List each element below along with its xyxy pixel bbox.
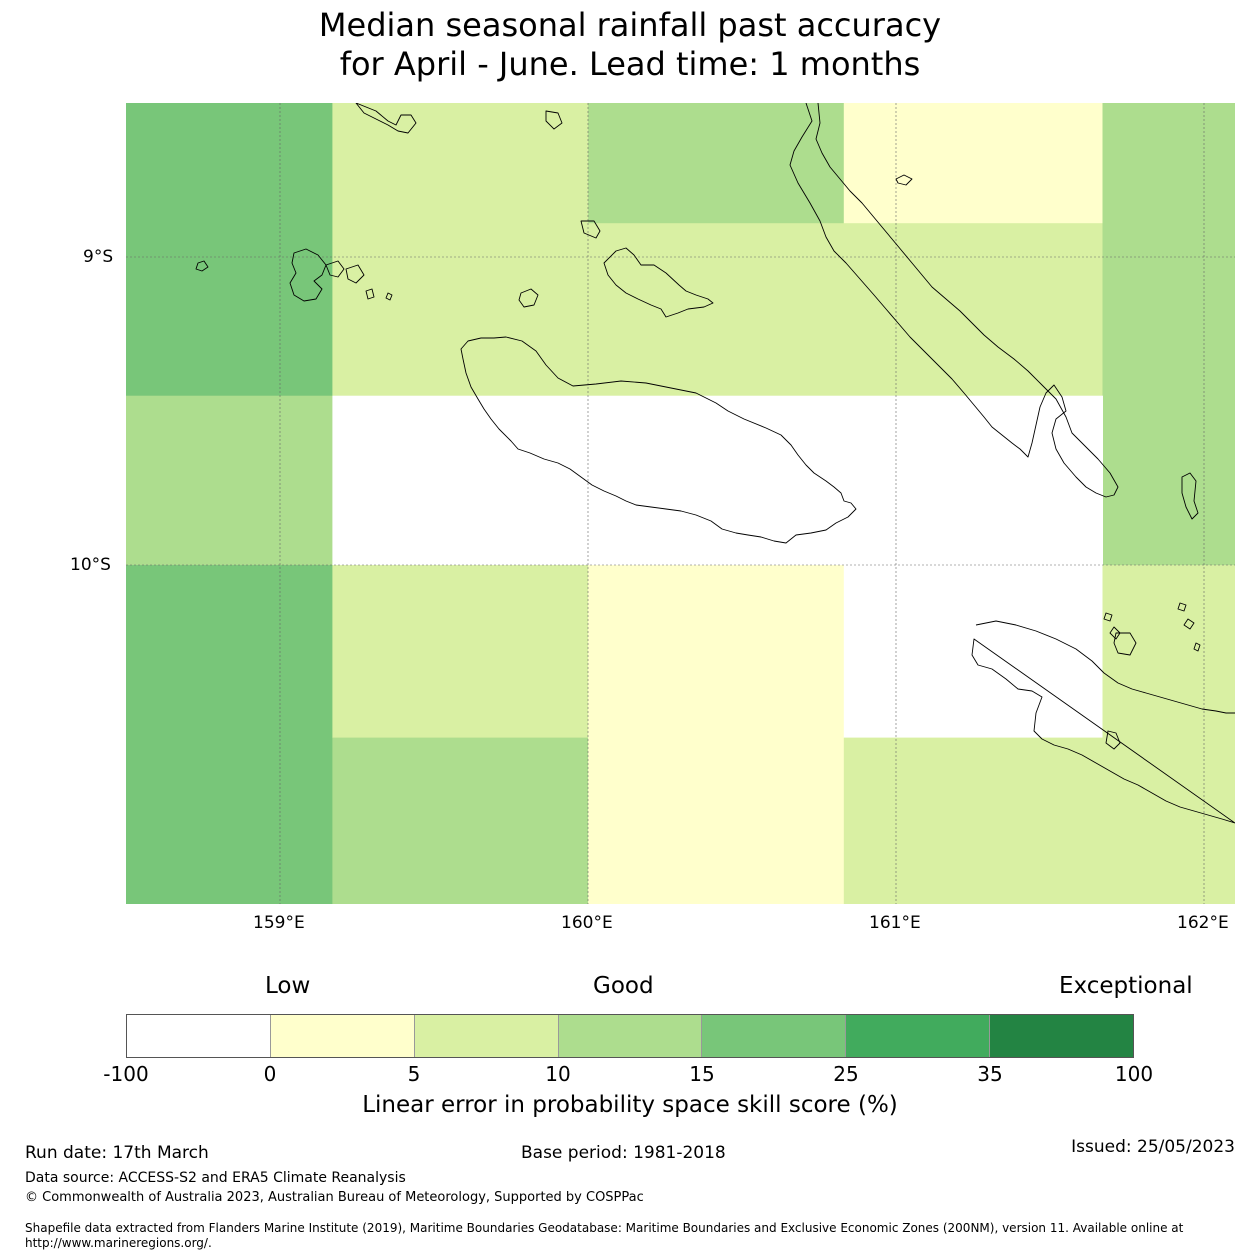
skill-cell [332,395,1103,566]
coastline-malaita [789,103,1119,498]
skill-cell [332,565,589,739]
colorbar-swatch [127,1015,270,1057]
lon-label-161e: 161°E [869,913,921,933]
lat-label-10s: 10°S [70,555,111,575]
data-source: Data source: ACCESS-S2 and ERA5 Climate … [25,1170,406,1186]
skill-cells [126,103,1235,904]
skill-cell [332,737,589,904]
colorbar-heading-low: Low [265,973,311,999]
map-panel [126,103,1235,904]
skill-cell [332,103,589,397]
colorbar-tick: 0 [263,1062,277,1086]
colorbar-tick: 5 [407,1062,421,1086]
colorbar-swatch [269,1015,414,1057]
colorbar-swatch [701,1015,846,1057]
colorbar-swatch [557,1015,702,1057]
run-date: Run date: 17th March [25,1143,209,1163]
lon-label-160e: 160°E [561,913,613,933]
colorbar-tick: -100 [103,1062,149,1086]
skill-cell [588,103,845,224]
skill-cell [126,395,333,566]
colorbar-heading-exceptional: Exceptional [1059,973,1193,999]
skill-cell [588,223,1104,397]
shapefile-credit-line-1: Shapefile data extracted from Flanders M… [25,1221,1184,1235]
lon-label-162e: 162°E [1177,913,1229,933]
colorbar-tick: 15 [689,1062,715,1086]
colorbar [126,1014,1134,1058]
shapefile-credit-line-2[interactable]: http://www.marineregions.org/. [25,1236,212,1250]
skill-cell [1102,565,1235,904]
colorbar-label: Linear error in probability space skill … [362,1092,898,1118]
colorbar-swatch [413,1015,558,1057]
colorbar-tick: 35 [977,1062,1003,1086]
skill-cell [843,737,1104,904]
lat-label-9s: 9°S [83,247,114,267]
skill-cell [588,565,845,904]
colorbar-heading-good: Good [593,973,654,999]
lon-label-159e: 159°E [253,913,305,933]
base-period: Base period: 1981-2018 [521,1143,726,1163]
colorbar-tick: 100 [1114,1062,1154,1086]
skill-cell [843,565,1104,739]
graticule [126,103,1235,904]
coastlines [195,103,1235,824]
skill-cell [843,103,1104,224]
copyright: © Commonwealth of Australia 2023, Austra… [25,1190,644,1205]
map-title-line-2: for April - June. Lead time: 1 months [339,45,921,83]
colorbar-tick: 25 [833,1062,859,1086]
skill-cell [126,565,333,904]
colorbar-tick: 10 [545,1062,571,1086]
coastline-russell-islands [289,248,327,302]
colorbar-swatch [845,1015,990,1057]
colorbar-swatch [989,1015,1134,1057]
coastline-guadalcanal [460,336,857,544]
skill-cell [1102,103,1235,566]
coastline-florida-islands [603,247,714,318]
issued-date: Issued: 25/05/2023 [1071,1137,1235,1157]
skill-cell [126,103,333,397]
coastline-makira [971,620,1235,824]
map-title-line-1: Median seasonal rainfall past accuracy [318,6,942,44]
